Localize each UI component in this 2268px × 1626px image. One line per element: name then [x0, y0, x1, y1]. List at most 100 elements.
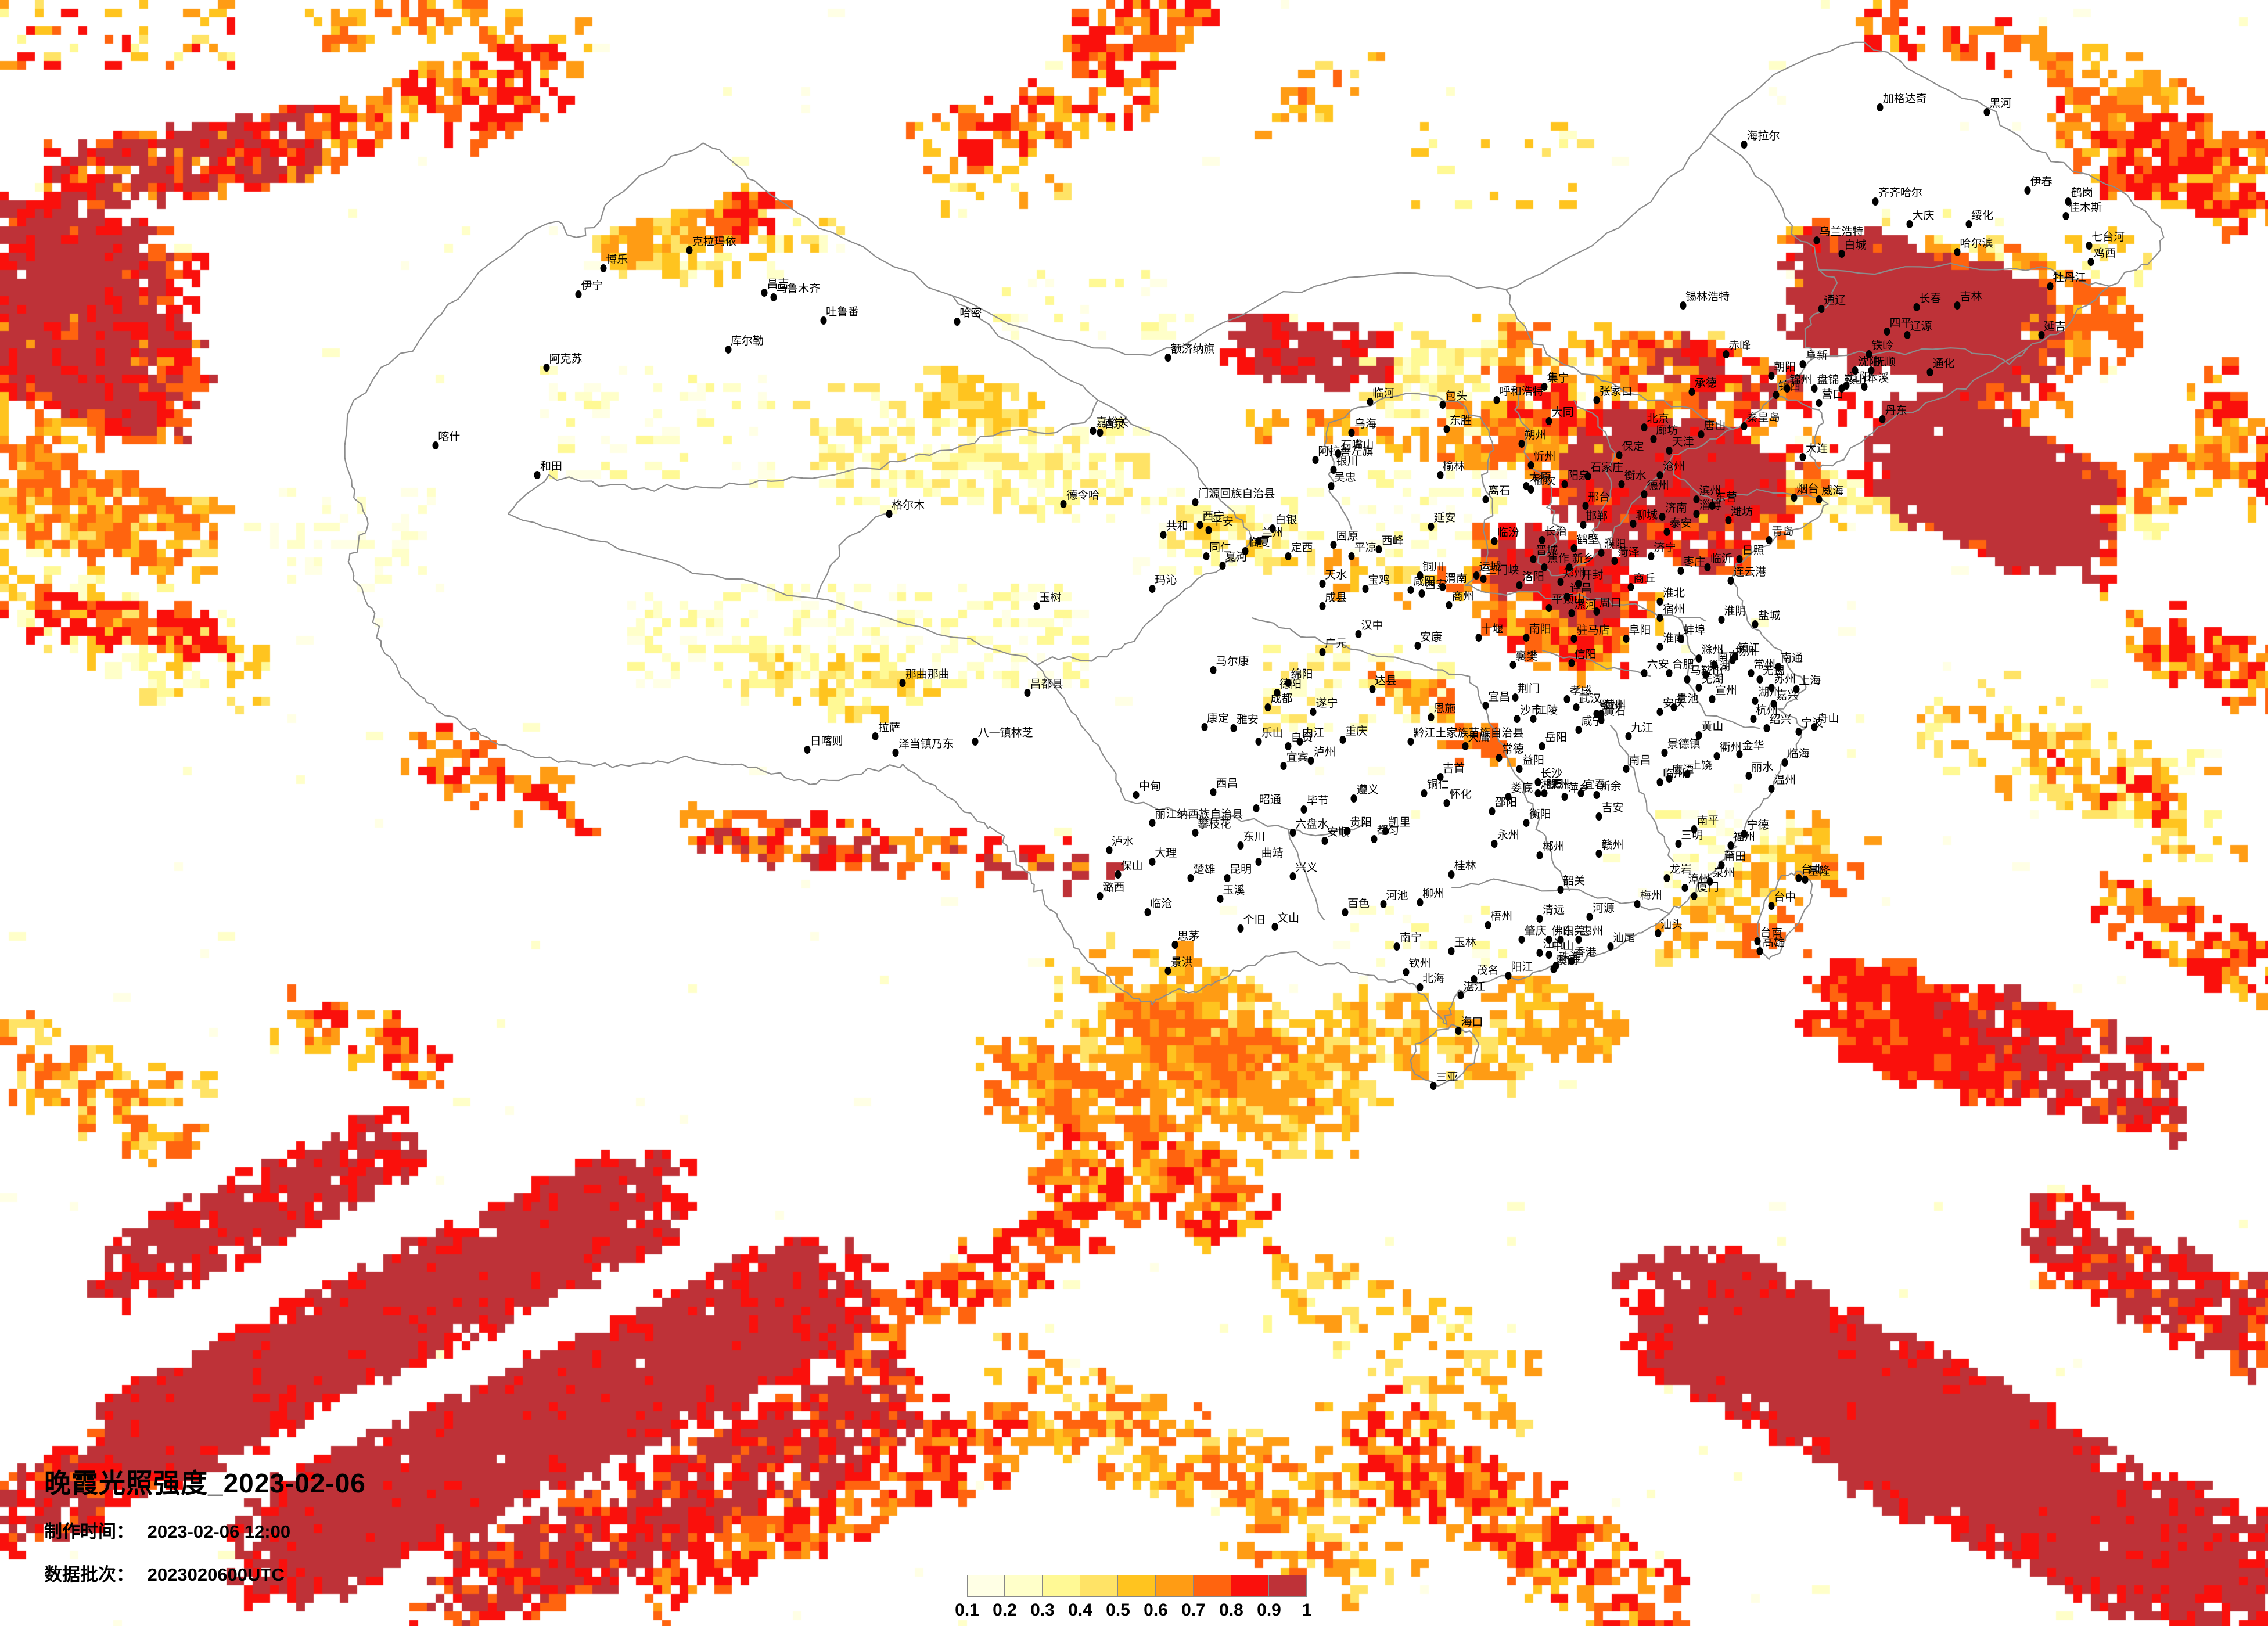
- city-label: 酒泉: [1102, 418, 1125, 430]
- city-dot-icon: [1319, 647, 1326, 656]
- city-marker: 德州: [1641, 480, 1669, 499]
- city-label: 常德: [1501, 743, 1524, 756]
- city-marker: 白银: [1269, 515, 1297, 533]
- city-dot-icon: [1666, 446, 1673, 455]
- city-dot-icon: [1462, 742, 1469, 751]
- legend-tick-label: 0.5: [1106, 1600, 1130, 1620]
- city-label: 南通: [1781, 652, 1803, 664]
- city-label: 钦州: [1408, 958, 1431, 970]
- city-marker: 桂林: [1448, 861, 1476, 879]
- city-marker: 榆林: [1437, 461, 1465, 479]
- city-label: 上海: [1799, 675, 1821, 688]
- city-dot-icon: [1437, 773, 1444, 782]
- city-dot-icon: [1344, 826, 1351, 835]
- city-marker: 个旧: [1237, 915, 1266, 933]
- city-marker: 台北: [1795, 864, 1823, 882]
- city-dot-icon: [1557, 885, 1564, 894]
- city-label: 汕头: [1660, 919, 1683, 931]
- city-label: 泸州: [1313, 746, 1336, 759]
- city-label: 日喀则: [810, 735, 843, 747]
- city-label: 荆门: [1518, 683, 1540, 696]
- city-dot-icon: [1310, 708, 1317, 717]
- city-dot-icon: [820, 316, 826, 325]
- city-dot-icon: [1417, 898, 1424, 906]
- city-dot-icon: [1523, 482, 1530, 491]
- city-marker: 七台河: [2086, 232, 2125, 250]
- city-marker: 九江: [1625, 722, 1653, 741]
- city-dot-icon: [1201, 722, 1208, 731]
- city-dot-icon: [1904, 330, 1911, 339]
- city-marker: 兰州: [1255, 527, 1284, 546]
- city-dot-icon: [1811, 384, 1818, 393]
- city-label: 中甸: [1138, 780, 1161, 793]
- city-label: 共和: [1166, 520, 1188, 533]
- city-marker: 丽江纳西族自治县: [1149, 809, 1243, 827]
- city-label: 湛江: [1463, 980, 1486, 993]
- city-label: 淄博: [1699, 499, 1721, 512]
- city-marker: 昭通: [1253, 794, 1281, 812]
- city-label: 温州: [1774, 774, 1796, 786]
- city-label: 西昌: [1216, 777, 1238, 790]
- city-label: 德阳: [1279, 678, 1302, 690]
- city-dot-icon: [1570, 544, 1577, 552]
- city-label: 济宁: [1654, 541, 1676, 554]
- city-label: 东胜: [1449, 415, 1472, 427]
- city-label: 离石: [1488, 484, 1511, 497]
- city-marker: 南通: [1775, 653, 1803, 671]
- city-marker: 大庆: [1906, 210, 1935, 229]
- city-dot-icon: [1768, 371, 1775, 380]
- city-dot-icon: [1698, 430, 1705, 438]
- city-marker: 营口: [1816, 389, 1843, 408]
- legend-swatch: [1156, 1575, 1194, 1597]
- city-dot-icon: [1570, 635, 1577, 643]
- city-label: 辽源: [1910, 320, 1932, 333]
- city-dot-icon: [1736, 750, 1743, 759]
- city-dot-icon: [1561, 793, 1568, 801]
- city-dot-icon: [1768, 901, 1775, 910]
- city-label: 唐山: [1703, 419, 1726, 432]
- city-marker: 东川: [1237, 832, 1266, 850]
- city-dot-icon: [1756, 675, 1763, 684]
- city-dot-icon: [1367, 397, 1374, 406]
- city-marker: 开封: [1575, 570, 1603, 588]
- city-label: 桂林: [1454, 860, 1476, 873]
- city-label: 珠海: [1558, 951, 1581, 964]
- city-label: 朝阳: [1774, 361, 1796, 373]
- city-dot-icon: [1285, 679, 1292, 687]
- city-label: 宣州: [1715, 685, 1737, 697]
- city-label: 大庆: [1912, 210, 1935, 222]
- city-label: 清远: [1542, 904, 1565, 916]
- city-dot-icon: [1203, 552, 1210, 560]
- city-marker: 滁州: [1695, 645, 1723, 663]
- city-marker: 三明: [1675, 830, 1703, 848]
- city-dot-icon: [2086, 241, 2092, 250]
- city-dot-icon: [1709, 695, 1716, 703]
- city-marker: 石家庄: [1584, 462, 1623, 481]
- city-dot-icon: [1791, 493, 1798, 502]
- city-label: 鹤岗: [2071, 187, 2093, 200]
- city-label: 蚌埠: [1683, 624, 1706, 637]
- city-marker: 黄山: [1695, 721, 1723, 739]
- city-dot-icon: [1593, 791, 1600, 800]
- city-label: 衢州: [1719, 742, 1742, 754]
- city-dot-icon: [1321, 836, 1328, 845]
- city-label: 湖州: [1757, 686, 1780, 699]
- city-dot-icon: [1407, 737, 1414, 746]
- city-label: 株洲: [1547, 779, 1569, 792]
- city-label: 三亚: [1436, 1071, 1458, 1084]
- city-label: 绥化: [1971, 210, 1994, 222]
- city-dot-icon: [1793, 685, 1800, 694]
- city-marker: 台南: [1754, 927, 1782, 946]
- city-label: 景洪: [1170, 956, 1193, 969]
- city-marker: 龙岩: [1663, 864, 1692, 882]
- city-label: 天津: [1672, 436, 1694, 448]
- city-marker: 银川: [1330, 456, 1358, 474]
- city-dot-icon: [1799, 452, 1806, 461]
- city-label: 阳泉: [1567, 470, 1590, 483]
- city-marker: 河源: [1586, 903, 1615, 922]
- city-marker: 三门峡: [1480, 565, 1519, 583]
- city-dot-icon: [1926, 368, 1933, 377]
- city-marker: 钦州: [1403, 958, 1431, 977]
- city-dot-icon: [1475, 633, 1482, 642]
- city-marker: 百色: [1342, 898, 1370, 916]
